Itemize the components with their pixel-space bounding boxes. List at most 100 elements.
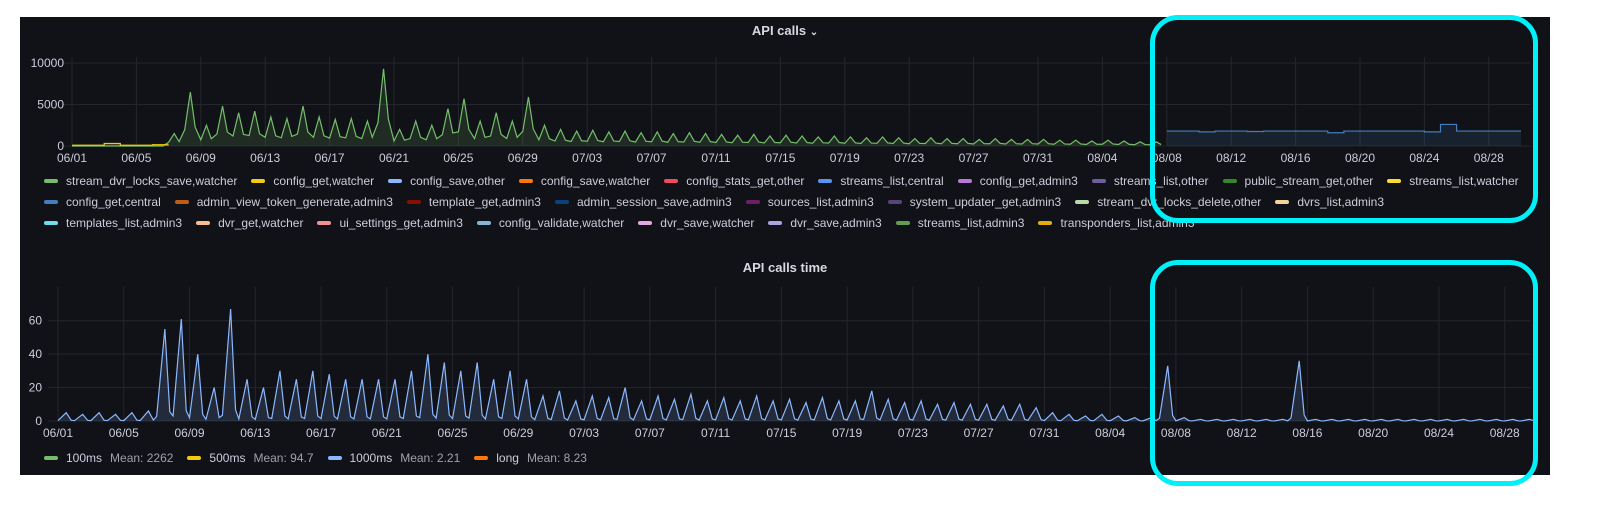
x-tick-label: 07/27 xyxy=(959,151,989,165)
legend-label: stream_dvr_locks_save,watcher xyxy=(66,173,238,188)
legend-label: config_stats_get,other xyxy=(686,173,805,188)
x-tick-label: 08/20 xyxy=(1358,426,1388,440)
legend-item[interactable]: public_stream_get,other xyxy=(1222,173,1373,188)
y-tick-label: 5000 xyxy=(37,98,64,112)
x-tick-label: 08/20 xyxy=(1345,151,1375,165)
legend-item[interactable]: config_validate,watcher xyxy=(476,216,624,231)
legend-label: streams_list,other xyxy=(1113,173,1209,188)
legend-swatch xyxy=(768,221,783,226)
legend-label: config_get,admin3 xyxy=(979,173,1078,188)
legend-item[interactable]: transponders_list,admin3 xyxy=(1038,216,1195,231)
legend-item[interactable]: dvr_get,watcher xyxy=(196,216,303,231)
x-tick-label: 06/25 xyxy=(443,151,473,165)
legend-label: streams_list,admin3 xyxy=(917,216,1025,231)
legend-label: admin_view_token_generate,admin3 xyxy=(196,194,393,209)
legend-label: 100ms xyxy=(66,451,103,465)
legend-item[interactable]: config_get,central xyxy=(44,194,161,209)
legend-swatch xyxy=(388,178,403,183)
x-tick-label: 07/19 xyxy=(830,151,860,165)
legend-item[interactable]: config_get,watcher xyxy=(251,173,374,188)
legend-label: dvr_save,watcher xyxy=(660,216,755,231)
legend-swatch xyxy=(196,221,211,226)
api-calls-chart: 06/01 06/05 06/09 06/13 06/17 06/21 06/25 06/29… xyxy=(31,56,1530,165)
series-area xyxy=(58,309,1535,421)
legend-swatch xyxy=(317,221,332,226)
legend-item[interactable]: 100ms Mean: 2262 xyxy=(44,451,173,465)
legend-swatch xyxy=(44,178,58,183)
legend-item[interactable]: config_save,watcher xyxy=(518,173,650,188)
legend-mean: Mean: 8.23 xyxy=(526,451,587,465)
x-tick-label: 06/01 xyxy=(57,151,87,165)
legend-label: config_save,other xyxy=(410,173,505,188)
legend-mean: Mean: 2.21 xyxy=(400,451,461,465)
legend-label: dvr_get,watcher xyxy=(218,216,304,231)
legend-swatch xyxy=(44,199,58,204)
legend-item[interactable]: sources_list,admin3 xyxy=(745,194,874,209)
chevron-down-icon[interactable]: ⌄ xyxy=(809,27,819,38)
panel-title-api-calls-time[interactable]: API calls time xyxy=(742,260,828,275)
legend-swatch xyxy=(406,199,421,204)
legend-item[interactable]: long Mean: 8.23 xyxy=(474,451,587,465)
series-line-1 xyxy=(72,142,169,146)
legend-item[interactable]: templates_list,admin3 xyxy=(44,216,182,231)
highlight-box-top xyxy=(1150,15,1538,223)
legend-item[interactable]: stream_dvr_locks_delete,other xyxy=(1075,194,1261,209)
x-tick-label: 07/23 xyxy=(898,426,928,440)
legend-swatch xyxy=(1222,178,1237,183)
y-tick-label: 20 xyxy=(29,381,43,395)
legend-label: dvrs_list,admin3 xyxy=(1297,194,1385,209)
legend-item[interactable]: 500ms Mean: 94.7 xyxy=(187,451,314,465)
legend-item[interactable]: template_get,admin3 xyxy=(406,194,541,209)
legend-label: transponders_list,admin3 xyxy=(1060,216,1195,231)
legend-label: config_get,watcher xyxy=(273,173,375,188)
legend-item[interactable]: ui_settings_get,admin3 xyxy=(317,216,463,231)
legend-label: system_updater_get,admin3 xyxy=(909,194,1062,209)
x-tick-label: 07/07 xyxy=(635,426,665,440)
legend-item[interactable]: streams_list,central xyxy=(818,173,944,188)
legend-item[interactable]: config_get,admin3 xyxy=(957,173,1078,188)
x-tick-label: 08/04 xyxy=(1087,151,1117,165)
legend-label: long xyxy=(496,451,519,465)
legend-item[interactable]: dvrs_list,admin3 xyxy=(1275,194,1384,209)
legend-swatch xyxy=(1091,178,1106,183)
legend-item[interactable]: config_save,other xyxy=(388,173,505,188)
x-tick-label: 07/23 xyxy=(894,151,924,165)
legend-label: admin_session_save,admin3 xyxy=(576,194,732,209)
legend-label: templates_list,admin3 xyxy=(66,216,183,231)
legend-item[interactable]: dvr_save,admin3 xyxy=(768,216,882,231)
legend-item[interactable]: config_stats_get,other xyxy=(664,173,804,188)
legend-swatch xyxy=(174,199,189,204)
legend-item[interactable]: system_updater_get,admin3 xyxy=(887,194,1062,209)
dashboard: API calls ⌄ 06/01 06/05 06/09 06/13 06/17 06/… xyxy=(20,17,1550,475)
x-tick-label: 08/08 xyxy=(1161,426,1191,440)
legend-item[interactable]: dvr_save,watcher xyxy=(638,216,754,231)
legend-item[interactable]: stream_dvr_locks_save,watcher xyxy=(44,173,237,188)
legend-item[interactable]: streams_list,watcher xyxy=(1387,173,1519,188)
x-tick-label: 06/29 xyxy=(503,426,533,440)
x-tick-label: 06/05 xyxy=(121,151,151,165)
y-tick-label: 40 xyxy=(29,347,43,361)
x-tick-label: 07/11 xyxy=(701,426,730,440)
legend-label: sources_list,admin3 xyxy=(767,194,874,209)
x-tick-label: 07/07 xyxy=(637,151,667,165)
x-tick-label: 06/21 xyxy=(379,151,409,165)
legend-item[interactable]: admin_view_token_generate,admin3 xyxy=(174,194,393,209)
x-tick-label: 07/15 xyxy=(765,151,795,165)
legend-label: streams_list,watcher xyxy=(1409,173,1519,188)
legend-label: template_get,admin3 xyxy=(428,194,541,209)
x-tick-label: 07/31 xyxy=(1029,426,1059,440)
legend-item[interactable]: 1000ms Mean: 2.21 xyxy=(327,451,461,465)
x-tick-label: 06/01 xyxy=(43,426,73,440)
x-tick-label: 07/19 xyxy=(832,426,862,440)
y-tick-label: 0 xyxy=(35,414,42,428)
legend-item[interactable]: streams_list,other xyxy=(1091,173,1209,188)
highlight-box-bottom xyxy=(1150,260,1538,486)
legend-item[interactable]: admin_session_save,admin3 xyxy=(554,194,732,209)
series-line-2 xyxy=(1166,123,1521,134)
x-tick-label: 07/11 xyxy=(701,151,730,165)
legend-item[interactable]: streams_list,admin3 xyxy=(895,216,1025,231)
y-tick-label: 0 xyxy=(57,139,64,153)
panel-title-api-calls[interactable]: API calls ⌄ xyxy=(20,23,1550,38)
x-tick-label: 06/13 xyxy=(250,151,280,165)
legend-swatch xyxy=(518,178,533,183)
